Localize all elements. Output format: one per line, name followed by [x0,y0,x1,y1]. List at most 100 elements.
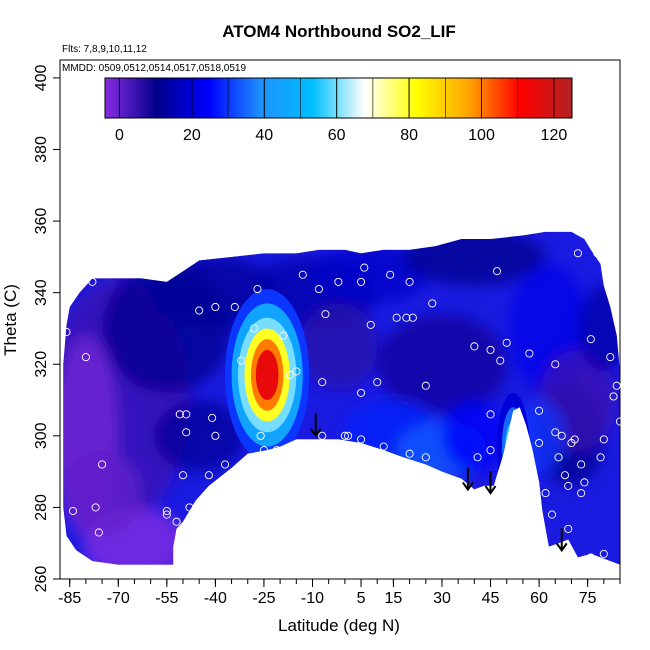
sample-point [298,270,307,279]
field-variation [377,314,507,415]
sample-point [356,388,366,397]
sample-point [172,517,181,526]
flights-label: Flts: 7,8,9,10,11,12 [62,44,147,55]
x-tick-label: 5 [357,590,366,607]
sample-point [94,528,103,537]
sample-point [593,249,602,258]
sample-point [379,442,388,451]
sample-point [612,381,621,390]
sample-point [577,460,586,469]
sample-point [421,453,430,462]
sample-point [88,277,97,286]
sample-point [405,277,414,286]
y-axis: 260 280 300 320 340 360 380 400 [33,64,60,592]
sample-point [182,410,191,419]
field-variation [441,400,507,472]
dates-label: MMDD: 0509,0512,0514,0517,0518,0519 [62,63,246,74]
sample-point [392,313,401,322]
sample-point [599,549,608,558]
sample-point [609,392,618,401]
field-variation [312,246,430,304]
sample-point [292,367,301,376]
sample-point [318,431,327,440]
sample-point [564,524,573,533]
field-variation [299,303,378,390]
x-tick-label: 60 [530,590,548,607]
colorbar-tick-label: 0 [115,127,124,144]
sample-point [486,410,495,419]
field-variation [63,450,141,537]
sample-point [509,442,518,451]
sample-point [547,510,557,519]
sample-point [178,471,188,480]
sample-point [221,460,230,469]
sample-point [279,331,288,340]
sample-point [98,460,107,469]
sample-point [162,510,171,519]
sample-point [615,417,625,426]
x-axis-label: Latitude (deg N) [278,616,400,635]
y-axis-label: Theta (C) [1,284,20,356]
sample-point [570,435,579,444]
x-tick-label: -85 [58,590,81,607]
sample-point [560,471,570,480]
sample-point [340,431,349,440]
sample-point [486,446,495,455]
sample-points [62,249,625,562]
x-axis: -85 -70 -55 -40 -25 -10 5 15 30 45 60 75 [58,579,621,607]
sample-point [551,428,560,437]
sample-point [405,449,414,458]
sample-point [334,277,343,286]
sample-point [314,285,324,294]
y-tick-label: 400 [33,64,50,91]
sample-point [554,453,563,462]
sample-point [470,342,479,351]
sample-point [518,481,527,490]
sample-point [162,506,171,516]
sample-point [596,453,605,462]
y-tick-label: 340 [33,279,50,306]
sample-point [185,503,194,512]
x-tick-label: 45 [482,590,500,607]
sample-point [541,489,550,498]
sample-point [473,453,482,462]
y-tick-label: 260 [33,566,50,593]
sample-point [250,324,259,333]
colorbar-ramp [104,77,573,119]
sample-point [204,471,213,480]
sample-point [525,349,534,358]
y-tick-label: 300 [33,422,50,449]
colorbar-tick-label: 80 [400,127,418,144]
so2-field [60,60,620,579]
surface-arrows [309,413,568,553]
plot-frame [59,59,621,580]
sample-point [386,270,395,279]
sample-point [408,313,417,322]
sample-point [551,360,560,369]
surface-arrow [309,413,322,438]
sample-point [211,302,220,312]
colorbar-tick-label: 20 [183,127,201,144]
y-tick-label: 380 [33,136,50,163]
x-tick-label: -40 [204,590,227,607]
sample-point [606,353,615,362]
colorbar-tick-label: 40 [255,127,273,144]
sample-point [253,285,262,294]
sample-point [81,353,90,362]
colorbar-tick-label: 120 [541,127,568,144]
x-tick-label: -70 [107,590,130,607]
x-tick-label: -55 [155,590,178,607]
colorbar: 0 20 40 60 80 100 120 [104,77,573,144]
surface-arrow [555,528,568,553]
sample-point [230,302,239,312]
sample-point [256,431,265,440]
sample-point [496,356,505,365]
field-mask [60,60,620,579]
sample-point [360,263,369,272]
y-tick-label: 280 [33,494,50,521]
field-variation [577,285,620,372]
sample-point [421,381,430,390]
sample-point [208,413,217,422]
x-tick-label: -10 [301,590,324,607]
